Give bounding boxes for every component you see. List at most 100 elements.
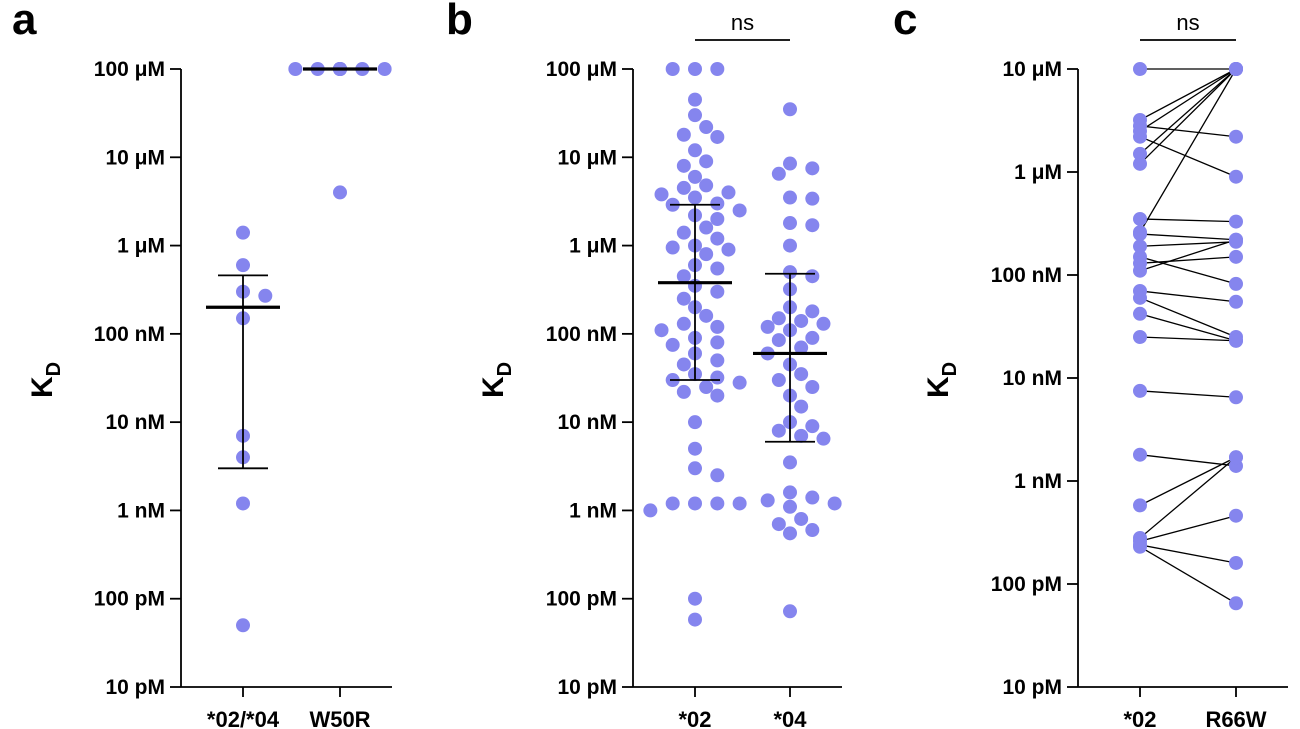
data-point (710, 496, 725, 511)
data-point (377, 62, 392, 76)
x-category-label: *04 (773, 707, 807, 729)
data-point (783, 499, 797, 514)
y-tick-label: 100 nM (991, 264, 1062, 287)
data-point (1133, 290, 1147, 305)
data-point (688, 415, 702, 430)
data-point (699, 220, 714, 235)
data-point (665, 496, 680, 511)
data-point (710, 335, 725, 350)
data-point (783, 455, 797, 470)
pair-line (1139, 136, 1237, 178)
data-point (676, 291, 691, 306)
data-point (771, 311, 786, 326)
data-point (288, 62, 303, 76)
data-point (794, 340, 809, 355)
data-point (1133, 383, 1147, 398)
data-point (771, 373, 786, 388)
data-point (654, 187, 669, 202)
data-point (1133, 62, 1147, 76)
y-tick-label: 100 nM (94, 323, 165, 346)
panel-b-chart: 10 pM 100 pM 1 nM 10 nM 100 nM 1 μM 10 μM 100 μ… (477, 10, 842, 729)
data-point (699, 178, 714, 193)
pair-line (1139, 256, 1237, 264)
pair-line (1139, 313, 1237, 342)
data-point (732, 496, 747, 511)
y-tick-label: 100 pM (991, 573, 1062, 596)
data-point (699, 154, 714, 169)
x-category-label: *02 (1123, 707, 1156, 729)
pair-line (1139, 544, 1237, 564)
x-category-label: *02/*04 (207, 707, 280, 729)
data-point (710, 353, 725, 368)
pair-line (1139, 68, 1237, 155)
data-point (676, 269, 691, 284)
data-point (710, 261, 725, 276)
data-point (688, 143, 702, 158)
data-point (1133, 227, 1147, 242)
y-tick-label: 10 μM (557, 146, 617, 169)
data-point (1229, 276, 1243, 291)
y-tick-label: 10 μM (1002, 58, 1062, 81)
data-point (805, 490, 820, 505)
data-point (771, 423, 786, 438)
data-point (1229, 596, 1243, 611)
y-tick-label: 1 μM (1014, 161, 1062, 184)
data-point (1229, 450, 1243, 465)
pair-line (1139, 515, 1237, 542)
pair-line (1139, 239, 1237, 272)
data-point (816, 431, 831, 446)
data-point (760, 493, 775, 508)
data-point (710, 196, 725, 211)
data-point (771, 517, 786, 532)
data-point (654, 323, 669, 338)
data-point (699, 247, 714, 262)
y-tick-label: 10 nM (1002, 367, 1062, 390)
data-point (676, 225, 691, 240)
data-point (236, 618, 250, 633)
panel-letter-a: a (12, 0, 37, 44)
data-point (1133, 539, 1147, 554)
data-point (1229, 555, 1243, 570)
data-point (732, 375, 747, 390)
data-point (676, 384, 691, 399)
data-point (688, 591, 702, 606)
pair-line (1139, 297, 1237, 338)
data-point (732, 203, 747, 218)
data-point (1229, 169, 1243, 184)
data-point (1133, 211, 1147, 226)
significance-label: ns (1176, 10, 1199, 35)
data-point (710, 370, 725, 385)
data-point (805, 269, 820, 284)
data-point (258, 288, 273, 303)
data-point (794, 367, 809, 382)
x-category-label: R66W (1205, 707, 1266, 729)
pair-line (1139, 241, 1237, 247)
data-point (783, 156, 797, 171)
y-tick-label: 10 nM (105, 411, 165, 434)
data-point (665, 240, 680, 255)
data-point (783, 265, 797, 280)
data-point (236, 225, 250, 240)
data-point (688, 92, 702, 107)
data-point (805, 191, 820, 206)
data-point (665, 337, 680, 352)
data-point (805, 161, 820, 176)
data-point (805, 380, 820, 395)
data-point (805, 419, 820, 434)
pair-line (1139, 390, 1237, 398)
data-point (688, 461, 702, 476)
panel-c-chart: 10 pM 100 pM 1 nM 10 nM 100 nM 1 μM 10 μM *02 R6… (922, 10, 1288, 729)
data-point (783, 216, 797, 231)
data-point (1133, 330, 1147, 345)
pair-line (1139, 456, 1237, 506)
pair-line (1139, 125, 1237, 138)
data-point (643, 503, 658, 518)
data-point (1133, 129, 1147, 144)
y-tick-label: 100 μM (546, 58, 617, 81)
y-axis-label: KD (26, 362, 65, 398)
data-point (688, 441, 702, 456)
data-point (794, 313, 809, 328)
significance-label: ns (731, 10, 754, 35)
data-point (333, 185, 347, 200)
pair-line (1139, 68, 1237, 132)
